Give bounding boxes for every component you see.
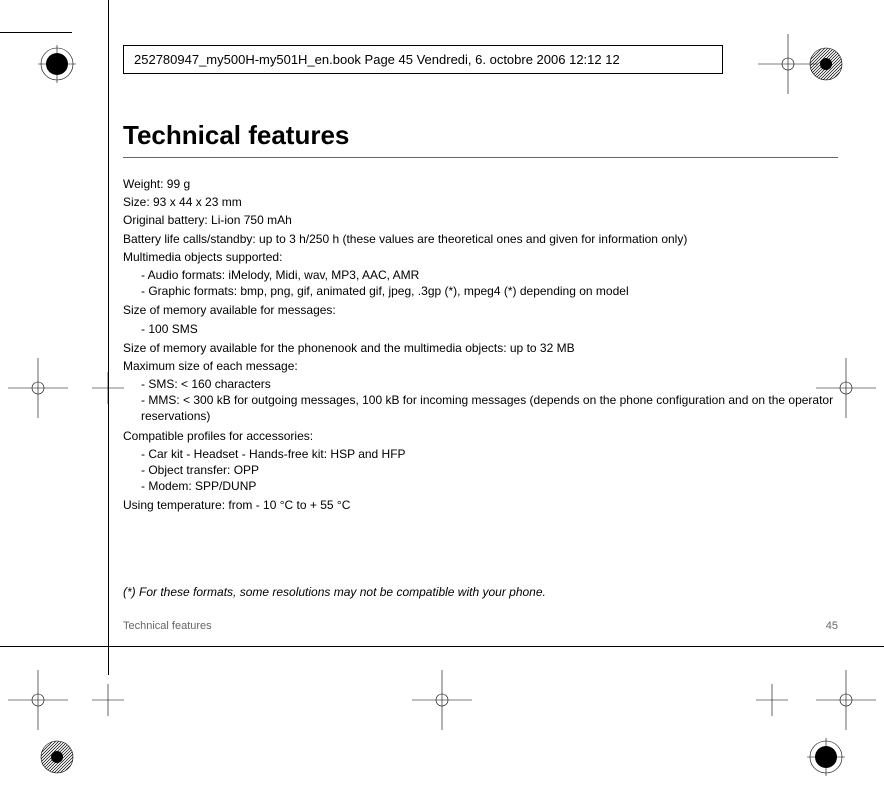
spec-memory-msgs-label: Size of memory available for messages: (123, 302, 838, 318)
register-mark-bottom-right (807, 738, 845, 776)
page-footer: Technical features 45 (123, 620, 838, 632)
spec-multimedia-item: Graphic formats: bmp, png, gif, animated… (141, 283, 838, 299)
crop-mark-left-mid-inner (88, 368, 128, 408)
register-mark-top-left (38, 45, 76, 83)
spec-max-msg-item: SMS: < 160 characters (141, 376, 838, 392)
page-header-text: 252780947_my500H-my501H_en.book Page 45 … (134, 52, 620, 67)
spec-profiles-item: Modem: SPP/DUNP (141, 478, 838, 494)
page-header-box: 252780947_my500H-my501H_en.book Page 45 … (123, 45, 723, 74)
spec-size: Size: 93 x 44 x 23 mm (123, 194, 838, 210)
crop-rule-horizontal-top (0, 32, 72, 33)
register-mark-bottom-left (38, 738, 76, 776)
crop-rule-vertical-left (108, 0, 109, 675)
crop-mark-bottom-right-inner (752, 680, 792, 720)
body-text: Weight: 99 g Size: 93 x 44 x 23 mm Origi… (123, 176, 838, 514)
spec-multimedia-label: Multimedia objects supported: (123, 249, 838, 265)
crop-mark-top-right (758, 34, 818, 94)
spec-memory-msgs-item: 100 SMS (141, 321, 838, 337)
spec-max-msg-label: Maximum size of each message: (123, 358, 838, 374)
page-title: Technical features (123, 120, 838, 151)
spec-weight: Weight: 99 g (123, 176, 838, 192)
spec-battery-life: Battery life calls/standby: up to 3 h/25… (123, 231, 838, 247)
spec-profiles-item: Car kit - Headset - Hands-free kit: HSP … (141, 446, 838, 462)
footer-page-number: 45 (826, 620, 838, 632)
crop-mark-bottom-left (8, 670, 68, 730)
spec-battery: Original battery: Li-ion 750 mAh (123, 212, 838, 228)
footer-section: Technical features (123, 620, 212, 632)
crop-mark-bottom-center (412, 670, 472, 730)
crop-mark-left-mid (8, 358, 68, 418)
spec-multimedia-item: Audio formats: iMelody, Midi, wav, MP3, … (141, 267, 838, 283)
spec-phonebook: Size of memory available for the phoneno… (123, 340, 838, 356)
spec-profiles-item: Object transfer: OPP (141, 462, 838, 478)
crop-rule-horizontal-bottom (0, 646, 884, 647)
title-rule (123, 157, 838, 158)
crop-mark-bottom-right (816, 670, 876, 730)
footnote: (*) For these formats, some resolutions … (123, 585, 546, 599)
spec-max-msg-item: MMS: < 300 kB for outgoing messages, 100… (141, 392, 838, 424)
spec-temperature: Using temperature: from - 10 °C to + 55 … (123, 497, 838, 513)
crop-mark-bottom-left-inner (88, 680, 128, 720)
spec-profiles-label: Compatible profiles for accessories: (123, 428, 838, 444)
page-content: Technical features Weight: 99 g Size: 93… (123, 120, 838, 516)
